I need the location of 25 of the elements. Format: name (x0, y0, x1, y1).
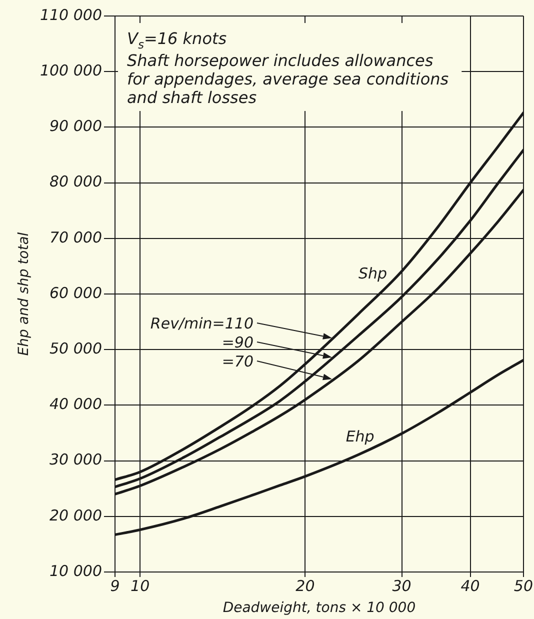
y-tick-label: 70 000 (50, 228, 102, 246)
y-tick-label: 80 000 (50, 172, 102, 191)
y-tick-label: 90 000 (50, 117, 102, 136)
y-axis-title: Ehp and shp total (16, 232, 32, 356)
y-tick-label: 40 000 (50, 395, 102, 414)
y-tick-label: 100 000 (40, 61, 102, 80)
x-axis-title: Deadweight, tons × 10 000 (222, 600, 416, 616)
x-tick-label: 50 (514, 576, 534, 595)
y-tick-label: 110 000 (40, 6, 102, 24)
legend-label: Rev/min=110 (150, 314, 254, 332)
x-tick-label: 9 (110, 576, 120, 595)
y-tick-label: 60 000 (50, 284, 102, 302)
series-label: Ehp (346, 428, 374, 446)
y-tick-label: 30 000 (50, 450, 102, 469)
legend-label: =70 (222, 352, 254, 370)
x-tick-label: 20 (296, 576, 315, 595)
x-tick-label: 10 (130, 576, 150, 595)
annotation: Shaft horsepower includes allowances for appendages, average sea conditions and shaft losses (127, 51, 449, 107)
y-tick-label: 10 000 (50, 562, 102, 580)
legend-label: =90 (222, 333, 254, 352)
y-tick-label: 20 000 (50, 506, 102, 524)
annotation: Shp (358, 264, 388, 283)
x-tick-label: 40 (460, 576, 480, 595)
x-tick-label: 30 (392, 576, 412, 595)
y-tick-label: 50 000 (50, 339, 102, 358)
